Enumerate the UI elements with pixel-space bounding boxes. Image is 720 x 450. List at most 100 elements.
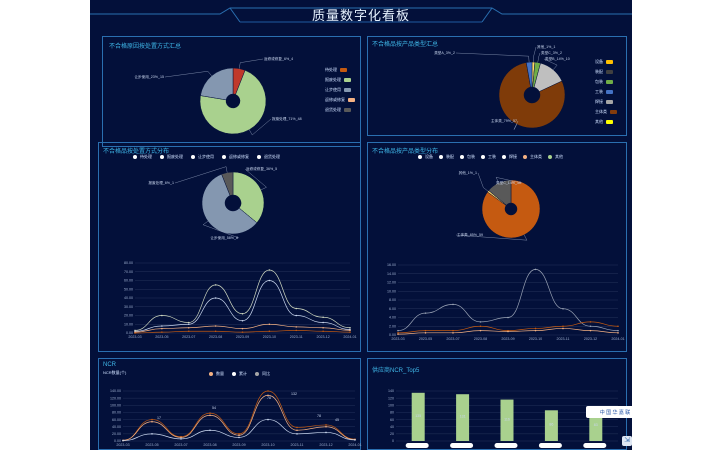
data-point	[617, 332, 619, 334]
page-title: 质量数字化看板	[311, 8, 410, 23]
legend-item[interactable]: 主体类	[595, 109, 617, 115]
legend-item[interactable]: 工装	[595, 89, 617, 95]
legend-swatch	[606, 100, 613, 104]
data-point	[424, 312, 427, 314]
pie-slice-label: 其他_1%_1	[459, 170, 477, 175]
data-point	[617, 325, 619, 328]
legend-label: 退货处理	[264, 154, 280, 159]
legend-item[interactable]: 工装	[481, 154, 496, 160]
line-chart-ncr: 0.00 20.00 40.00 60.00 80.00 100.00 120.00 140.…	[110, 389, 362, 447]
legend-item[interactable]: 焊接	[595, 99, 617, 105]
pie-slice-label: 主体类_85%_59	[457, 232, 483, 237]
pie-slice-label: 类型A_3%_2	[434, 50, 455, 55]
legend-item[interactable]: 累计	[232, 371, 247, 377]
legend-item[interactable]: 让步使用	[325, 87, 355, 93]
legend-label: 让步使用	[325, 87, 341, 92]
legend-swatch	[606, 120, 613, 124]
y-tick-label: 60.00	[124, 279, 133, 283]
legend-item[interactable]: 报废处理	[160, 154, 183, 160]
legend-swatch	[340, 68, 347, 72]
pie-slice-label: 主体类_79%_57	[491, 118, 517, 123]
redacted-x-label	[583, 443, 607, 448]
legend-item[interactable]: 返修或修复	[325, 97, 355, 103]
data-point	[161, 327, 163, 330]
y-tick-label: 10.00	[124, 322, 133, 326]
y-tick-label: 60.00	[112, 418, 121, 422]
legend-item[interactable]: 待处理	[325, 67, 355, 73]
redacted-x-label	[405, 443, 429, 448]
data-point	[134, 332, 136, 334]
y-tick-label: 4.00	[389, 316, 396, 320]
y-tick-label: 50.00	[124, 287, 133, 291]
pie-slice	[200, 67, 234, 101]
bar-value-label: 83	[594, 423, 598, 427]
data-point	[349, 326, 351, 329]
legend-item[interactable]: 主体类	[523, 154, 542, 160]
legend-item[interactable]: 装配	[595, 69, 617, 75]
legend-swatch	[610, 110, 617, 114]
legend-item[interactable]: 让步使用	[191, 154, 214, 160]
data-point	[589, 329, 592, 332]
legend-item[interactable]: 包装	[595, 79, 617, 85]
legend-item[interactable]: 同比	[255, 371, 270, 377]
legend-label: 焊接	[509, 154, 517, 159]
legend-item[interactable]: 设备	[418, 154, 433, 160]
legend-item[interactable]: 返修或修复	[222, 154, 249, 160]
legend-dot	[481, 155, 485, 159]
y-tick-label: 80.00	[112, 411, 121, 415]
legend-row-product: 设备 装配 包装 工装 焊接 主体类 其他	[418, 154, 563, 160]
legend-item[interactable]: 待处理	[133, 154, 152, 160]
legend-item[interactable]: 其他	[548, 154, 563, 160]
legend-label: 退货处理	[325, 107, 341, 112]
legend-item[interactable]: 设备	[595, 59, 617, 65]
data-point	[424, 329, 427, 332]
data-point	[295, 314, 298, 317]
legend-label: 待处理	[140, 154, 152, 159]
legend-label: 包装	[595, 79, 603, 84]
data-point	[180, 436, 182, 439]
point-label: 54	[212, 406, 216, 410]
bar	[544, 410, 558, 441]
data-point	[325, 424, 327, 426]
legend-item[interactable]: 包装	[460, 154, 475, 160]
expand-icon[interactable]: ⇲	[622, 436, 632, 446]
bar-value-label: 116	[504, 417, 510, 421]
header-decoration	[90, 7, 632, 23]
y-tick-label: 20.00	[124, 314, 133, 318]
legend-item[interactable]: 数量	[209, 371, 224, 377]
legend-item[interactable]: 报废处理	[325, 77, 355, 83]
panel-title: NCR	[103, 362, 116, 368]
legend-label: 其他	[595, 119, 603, 124]
legend-item[interactable]: 退货处理	[257, 154, 280, 160]
x-tick-label: 2023-07	[182, 335, 195, 339]
bar	[456, 394, 470, 441]
legend-swatch	[606, 80, 613, 84]
legend-label: 工装	[488, 154, 496, 159]
bar-value-label: 135	[415, 414, 421, 418]
legend-item[interactable]: 装配	[439, 154, 454, 160]
pie-slice-label: 类型B_14%_10	[545, 56, 570, 61]
legend-item[interactable]: 其他	[595, 119, 617, 125]
pie-label-line	[249, 118, 272, 136]
redacted-x-label	[450, 443, 474, 448]
x-tick-label: 2024-01	[343, 335, 356, 339]
legend-label: 主体类	[530, 154, 542, 159]
pie-label-line	[455, 234, 528, 241]
legend-item[interactable]: 焊接	[502, 154, 517, 160]
data-point	[479, 329, 482, 332]
pie-slice	[525, 61, 533, 88]
x-tick-label: 2023-11	[291, 443, 304, 447]
panel-title: 不合格品按处置方式分布	[103, 149, 170, 155]
data-point	[214, 325, 217, 327]
data-point	[161, 325, 163, 327]
y-tick-label: 8.00	[389, 298, 396, 302]
legend-item[interactable]: 退货处理	[325, 107, 355, 113]
pie-label-line	[244, 168, 267, 190]
legend-swatch	[344, 78, 351, 82]
data-point	[241, 327, 244, 330]
data-point	[322, 326, 324, 329]
y-tick-label: 120	[388, 396, 394, 400]
data-point	[296, 429, 298, 432]
data-point	[562, 327, 564, 330]
